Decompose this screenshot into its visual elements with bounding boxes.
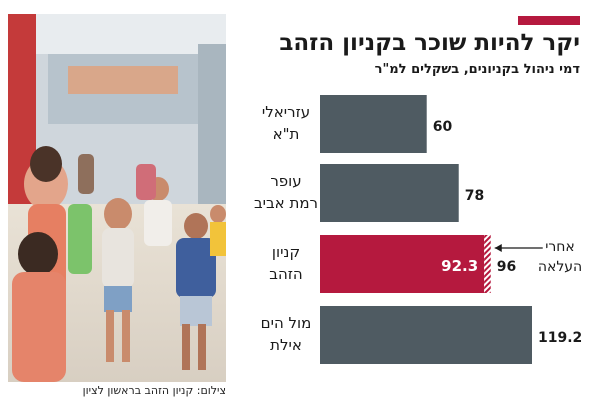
mall-photo-illustration <box>8 14 226 382</box>
category-label-3-0: מול הים <box>261 314 312 332</box>
category-label-1-1: רמת אביב <box>254 194 318 212</box>
increase-annotation-1: העלאה <box>538 259 582 275</box>
bar-0 <box>320 95 427 153</box>
bar-1 <box>320 164 459 222</box>
increase-arrow-head <box>494 244 502 252</box>
bar-3 <box>320 306 532 364</box>
bar-chart: עזריאלי ת"א 60 עופר רמת אביב 78 קניון הזהב 92.3 מ… <box>254 95 582 364</box>
category-label-2-1: הזהב <box>269 265 302 283</box>
increase-annotation-0: אחרי <box>545 239 575 255</box>
accent-bar <box>518 16 580 25</box>
bar-increase-segment <box>484 235 491 293</box>
category-label-1-0: עופר <box>270 172 301 190</box>
value-label-3: 119.2 <box>538 330 582 346</box>
bar-2 <box>320 235 485 293</box>
value-label-1: 78 <box>465 188 484 204</box>
increase-value-label: 96 <box>497 259 516 275</box>
photo-credit: צילום: קניון הזהב בראשון לציון <box>82 384 226 397</box>
chart-subtitle: דמי ניהול בקניונים, בשקלים למ"ר <box>374 62 580 77</box>
category-label-0-1: ת"א <box>273 125 300 143</box>
mall-photo <box>8 14 226 382</box>
value-label-2: 92.3 <box>441 257 478 275</box>
category-label-2-0: קניון <box>272 243 300 261</box>
chart-title: יקר להיות שוכר בקניון הזהב <box>279 30 580 56</box>
category-label-0-0: עזריאלי <box>262 103 310 121</box>
category-label-3-1: אילת <box>270 336 302 354</box>
value-label-0: 60 <box>433 119 453 135</box>
